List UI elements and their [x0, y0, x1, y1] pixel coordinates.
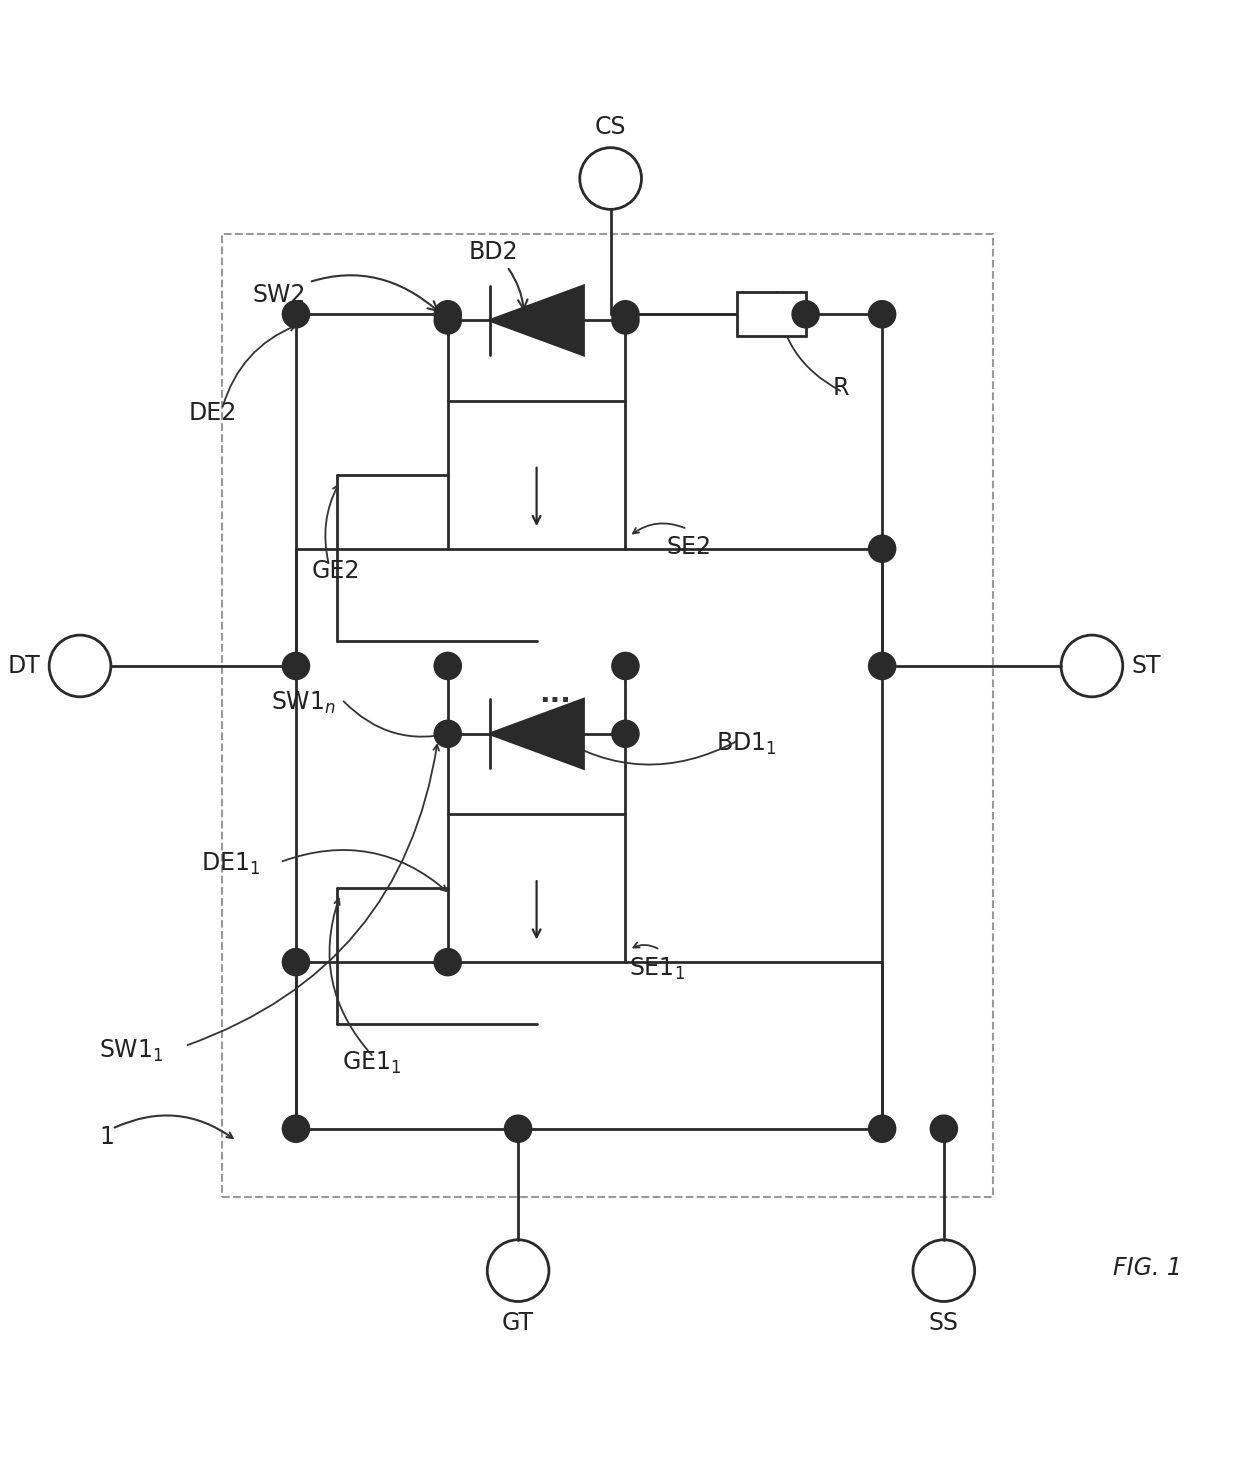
Text: DE1$_1$: DE1$_1$ — [201, 851, 260, 876]
Bar — [222, 234, 993, 1197]
Text: SW2: SW2 — [253, 275, 438, 311]
Circle shape — [434, 949, 461, 975]
Bar — [448, 814, 625, 962]
Text: DE2: DE2 — [188, 401, 237, 425]
Text: ST: ST — [1131, 654, 1161, 678]
Text: ...: ... — [539, 679, 572, 707]
Circle shape — [792, 300, 820, 329]
Text: 1: 1 — [99, 1125, 114, 1150]
Circle shape — [434, 721, 461, 747]
Text: BD1$_1$: BD1$_1$ — [715, 731, 776, 756]
Text: SE2: SE2 — [666, 536, 712, 559]
Text: GE2: GE2 — [312, 559, 361, 583]
Text: SW1$_n$: SW1$_n$ — [272, 690, 336, 716]
Circle shape — [505, 1114, 532, 1143]
Text: DT: DT — [7, 654, 41, 678]
Text: CS: CS — [595, 115, 626, 139]
Circle shape — [283, 949, 310, 975]
Bar — [448, 401, 625, 549]
Circle shape — [611, 306, 639, 334]
Circle shape — [434, 306, 461, 334]
Circle shape — [434, 300, 461, 329]
Text: R: R — [833, 376, 849, 400]
Circle shape — [283, 1114, 310, 1143]
Circle shape — [611, 300, 639, 329]
Circle shape — [930, 1114, 957, 1143]
Polygon shape — [490, 699, 584, 768]
Bar — [737, 292, 806, 336]
Circle shape — [283, 653, 310, 679]
Text: SE1$_1$: SE1$_1$ — [629, 956, 686, 983]
Text: GT: GT — [502, 1311, 534, 1335]
Circle shape — [868, 653, 895, 679]
Circle shape — [868, 536, 895, 562]
Text: SS: SS — [929, 1311, 959, 1335]
Text: BD2: BD2 — [469, 240, 527, 309]
Text: GE1$_1$: GE1$_1$ — [342, 1051, 401, 1076]
Circle shape — [611, 721, 639, 747]
Circle shape — [283, 300, 310, 329]
Text: SW1$_1$: SW1$_1$ — [98, 1037, 162, 1064]
Circle shape — [868, 300, 895, 329]
Circle shape — [434, 653, 461, 679]
Circle shape — [611, 653, 639, 679]
Circle shape — [868, 1114, 895, 1143]
Text: FIG. 1: FIG. 1 — [1114, 1257, 1182, 1280]
Polygon shape — [490, 286, 584, 355]
